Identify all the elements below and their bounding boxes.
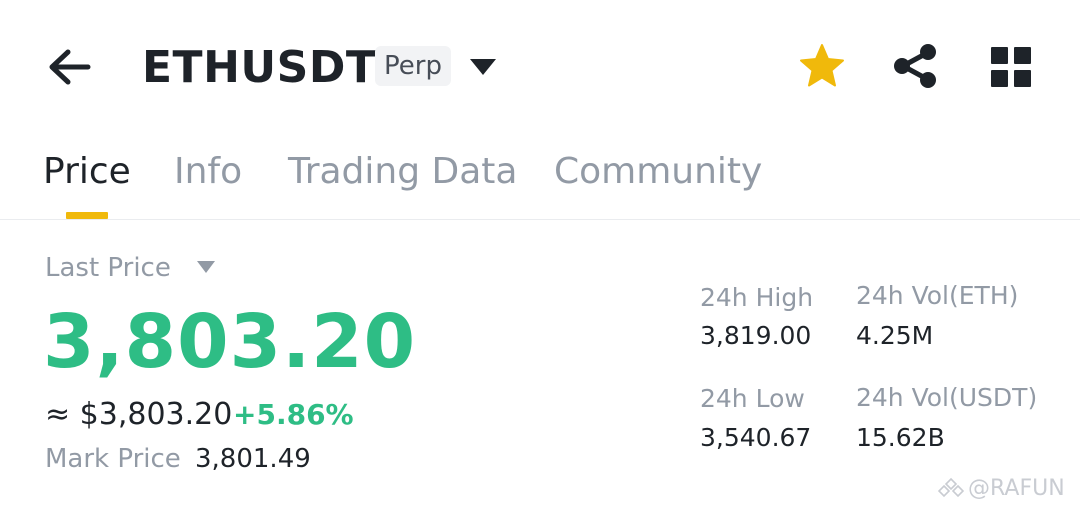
vol-usdt-value: 15.62B [856, 423, 945, 452]
active-tab-indicator [66, 212, 108, 219]
share-icon [894, 44, 936, 88]
last-price-label[interactable]: Last Price [45, 253, 171, 283]
contract-type-badge: Perp [375, 46, 451, 86]
star-icon [800, 44, 844, 87]
arrow-left-icon [49, 49, 91, 85]
symbol-dropdown-button[interactable] [466, 52, 500, 82]
tab-community[interactable]: Community [554, 151, 763, 192]
share-button[interactable] [890, 42, 940, 90]
vol-usdt-label: 24h Vol(USDT) [856, 383, 1038, 412]
grid-menu-button[interactable] [988, 44, 1034, 90]
caret-down-icon [197, 261, 215, 273]
tab-bar: Price Info Trading Data Community [0, 140, 1080, 220]
favorite-button[interactable] [798, 42, 846, 90]
mark-price-label: Mark Price [45, 444, 181, 474]
watermark: @RAFUN [937, 474, 1065, 504]
high-24h-value: 3,819.00 [700, 321, 812, 350]
back-button[interactable] [44, 44, 96, 90]
symbol-title[interactable]: ETHUSDT [142, 42, 377, 93]
watermark-text: @RAFUN [968, 476, 1065, 501]
mark-price-value: 3,801.49 [195, 444, 311, 474]
tab-price[interactable]: Price [43, 151, 131, 192]
last-price-value: 3,803.20 [43, 299, 417, 385]
caret-down-icon [470, 59, 496, 75]
vol-eth-value: 4.25M [856, 321, 934, 350]
tab-info[interactable]: Info [174, 151, 243, 192]
price-type-dropdown[interactable] [194, 258, 218, 276]
diamond-logo-icon [937, 477, 965, 498]
price-change-percent: +5.86% [233, 398, 354, 431]
vol-eth-label: 24h Vol(ETH) [856, 281, 1019, 310]
tab-trading-data[interactable]: Trading Data [288, 151, 518, 192]
usd-equivalent: ≈ $3,803.20 [45, 397, 233, 432]
grid-icon [991, 47, 1031, 87]
low-24h-label: 24h Low [700, 384, 805, 413]
high-24h-label: 24h High [700, 283, 814, 312]
low-24h-value: 3,540.67 [700, 423, 812, 452]
